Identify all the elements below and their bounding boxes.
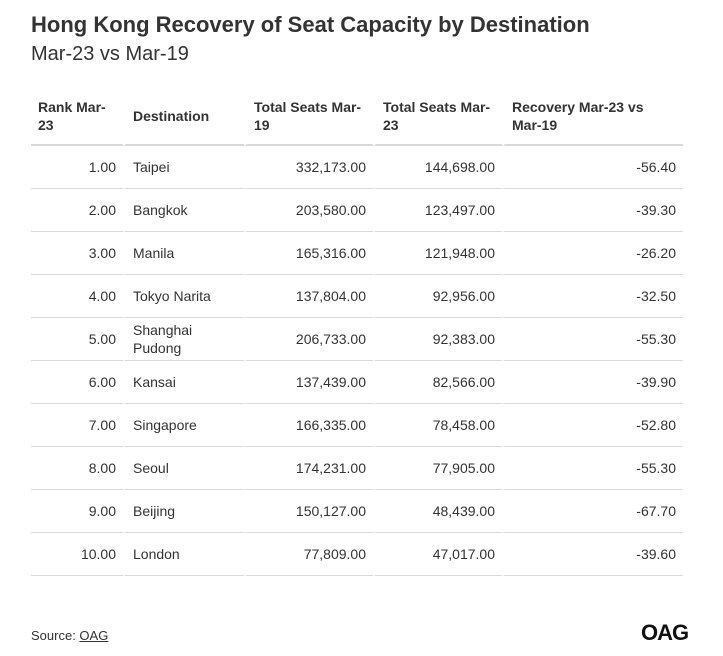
- recovery-cell: -52.80: [502, 404, 683, 447]
- rank-cell: 1.00: [31, 146, 123, 189]
- column-header-seats-mar-19[interactable]: Total Seats Mar-19: [244, 88, 373, 146]
- destination-cell: Bangkok: [123, 189, 244, 232]
- rank-cell: 5.00: [31, 318, 123, 361]
- recovery-cell: -32.50: [502, 275, 683, 318]
- rank-cell: 7.00: [31, 404, 123, 447]
- data-table: Rank Mar-23 Destination Total Seats Mar-…: [31, 88, 683, 576]
- rank-cell: 9.00: [31, 490, 123, 533]
- seats-mar-19-cell: 332,173.00: [244, 146, 373, 189]
- recovery-cell: -39.30: [502, 189, 683, 232]
- seats-mar-23-cell: 82,566.00: [373, 361, 502, 404]
- table-row: 4.00 Tokyo Narita 137,804.00 92,956.00 -32.5…: [31, 275, 683, 318]
- recovery-cell: -55.30: [502, 447, 683, 490]
- table-row: 10.00 London 77,809.00 47,017.00 -39.60: [31, 533, 683, 576]
- source-link[interactable]: OAG: [79, 628, 109, 643]
- rank-cell: 4.00: [31, 275, 123, 318]
- seats-mar-23-cell: 78,458.00: [373, 404, 502, 447]
- seats-mar-23-cell: 48,439.00: [373, 490, 502, 533]
- destination-cell: Shanghai Pudong: [123, 318, 244, 361]
- seats-mar-19-cell: 166,335.00: [244, 404, 373, 447]
- recovery-cell: -39.60: [502, 533, 683, 576]
- recovery-cell: -67.70: [502, 490, 683, 533]
- source-note: Source: OAG: [31, 628, 108, 643]
- recovery-cell: -55.30: [502, 318, 683, 361]
- destination-cell: Kansai: [123, 361, 244, 404]
- seats-mar-23-cell: 47,017.00: [373, 533, 502, 576]
- recovery-cell: -26.20: [502, 232, 683, 275]
- header-row: Rank Mar-23 Destination Total Seats Mar-…: [31, 88, 683, 146]
- destination-cell: London: [123, 533, 244, 576]
- table-row: 7.00 Singapore 166,335.00 78,458.00 -52.80: [31, 404, 683, 447]
- seats-mar-19-cell: 137,804.00: [244, 275, 373, 318]
- table-row: 1.00 Taipei 332,173.00 144,698.00 -56.40: [31, 146, 683, 189]
- destination-cell: Seoul: [123, 447, 244, 490]
- table-row: 5.00 Shanghai Pudong 206,733.00 92,383.00 -5…: [31, 318, 683, 361]
- recovery-cell: -39.90: [502, 361, 683, 404]
- seats-mar-23-cell: 121,948.00: [373, 232, 502, 275]
- destination-cell: Taipei: [123, 146, 244, 189]
- seats-mar-23-cell: 92,956.00: [373, 275, 502, 318]
- chart-title: Hong Kong Recovery of Seat Capacity by D…: [31, 12, 590, 37]
- seats-mar-23-cell: 144,698.00: [373, 146, 502, 189]
- column-header-destination[interactable]: Destination: [123, 88, 244, 146]
- rank-cell: 3.00: [31, 232, 123, 275]
- oag-logo: OAG: [641, 620, 689, 645]
- rank-cell: 2.00: [31, 189, 123, 232]
- chart-subtitle: Mar-23 vs Mar-19: [31, 43, 189, 65]
- seats-mar-19-cell: 206,733.00: [244, 318, 373, 361]
- rank-cell: 6.00: [31, 361, 123, 404]
- source-label: Source:: [31, 628, 80, 643]
- seats-mar-19-cell: 150,127.00: [244, 490, 373, 533]
- seats-mar-19-cell: 203,580.00: [244, 189, 373, 232]
- seats-mar-19-cell: 137,439.00: [244, 361, 373, 404]
- rank-cell: 10.00: [31, 533, 123, 576]
- seats-mar-19-cell: 165,316.00: [244, 232, 373, 275]
- column-header-recovery[interactable]: Recovery Mar-23 vs Mar-19: [502, 88, 683, 146]
- destination-cell: Tokyo Narita: [123, 275, 244, 318]
- table-row: 3.00 Manila 165,316.00 121,948.00 -26.20: [31, 232, 683, 275]
- rank-cell: 8.00: [31, 447, 123, 490]
- seats-mar-23-cell: 92,383.00: [373, 318, 502, 361]
- seats-mar-23-cell: 77,905.00: [373, 447, 502, 490]
- column-header-rank[interactable]: Rank Mar-23: [31, 88, 123, 146]
- table-row: 8.00 Seoul 174,231.00 77,905.00 -55.30: [31, 447, 683, 490]
- seats-mar-19-cell: 174,231.00: [244, 447, 373, 490]
- column-header-seats-mar-23[interactable]: Total Seats Mar-23: [373, 88, 502, 146]
- destination-cell: Beijing: [123, 490, 244, 533]
- seats-mar-23-cell: 123,497.00: [373, 189, 502, 232]
- recovery-cell: -56.40: [502, 146, 683, 189]
- table-row: 9.00 Beijing 150,127.00 48,439.00 -67.70: [31, 490, 683, 533]
- destination-cell: Singapore: [123, 404, 244, 447]
- table-row: 6.00 Kansai 137,439.00 82,566.00 -39.90: [31, 361, 683, 404]
- seats-mar-19-cell: 77,809.00: [244, 533, 373, 576]
- table-row: 2.00 Bangkok 203,580.00 123,497.00 -39.30: [31, 189, 683, 232]
- destination-cell: Manila: [123, 232, 244, 275]
